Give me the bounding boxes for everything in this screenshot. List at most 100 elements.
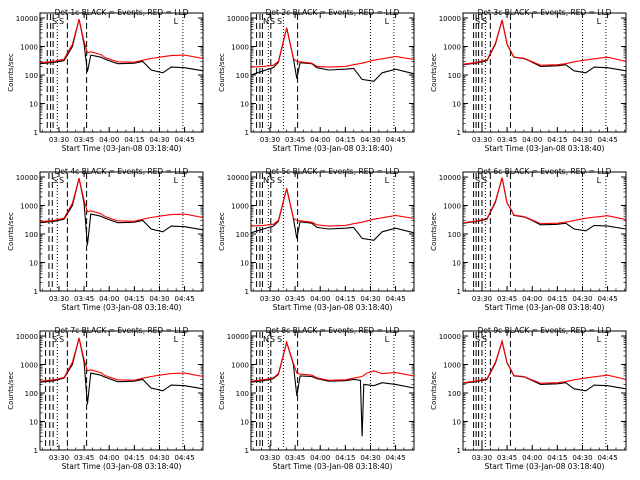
annotation-letter: S <box>59 335 64 344</box>
panel-4: 1 10 100 1000 10000 03:30 03:45 04:00 04:15 04:30… <box>7 167 204 312</box>
annotation-letter: S <box>475 17 480 26</box>
y-tick-label: 1 <box>245 447 249 455</box>
x-tick-label: 04:00 <box>522 136 542 144</box>
y-tick-label: 1000 <box>443 203 461 211</box>
annotation-letter: S <box>277 335 282 344</box>
y-axis-label: Counts/sec <box>430 371 438 410</box>
y-tick-label: 10 <box>29 101 38 109</box>
lld-series-line <box>39 337 204 382</box>
x-tick-label: 04:00 <box>99 454 119 462</box>
x-axis-label: Start Time (03-Jan-08 03:18:40) <box>62 303 182 312</box>
y-axis-label: Counts/sec <box>7 53 15 92</box>
x-tick-label: 03:30 <box>260 136 280 144</box>
y-tick-label: 10000 <box>16 174 38 182</box>
y-tick-label: 100 <box>25 72 38 80</box>
x-tick-label: 03:45 <box>497 454 517 462</box>
x-tick-label: 03:45 <box>497 295 517 303</box>
annotation-letter: S <box>475 176 480 185</box>
y-tick-label: 1000 <box>231 203 249 211</box>
annotation-letter: N <box>263 335 269 344</box>
y-tick-label: 10 <box>452 419 461 427</box>
x-tick-label: 04:30 <box>360 295 380 303</box>
y-tick-label: 100 <box>448 390 461 398</box>
x-tick-label: 03:45 <box>285 136 305 144</box>
plot-frame <box>39 171 204 292</box>
x-tick-label: 03:30 <box>472 136 492 144</box>
x-tick-label: 04:30 <box>572 136 592 144</box>
x-tick-label: 04:00 <box>310 136 330 144</box>
x-tick-label: 03:45 <box>74 295 94 303</box>
x-axis-label: Start Time (03-Jan-08 03:18:40) <box>485 303 605 312</box>
panel-1: 1 10 100 1000 10000 03:30 03:45 04:00 04:15 04:30… <box>7 8 204 153</box>
x-tick-label: 04:30 <box>572 295 592 303</box>
x-tick-label: 04:30 <box>149 295 169 303</box>
y-tick-label: 100 <box>25 390 38 398</box>
plot-title: Det 2c BLACK = Events, RED = LLD <box>266 8 400 17</box>
y-tick-label: 100 <box>236 72 249 80</box>
x-tick-label: 04:45 <box>597 295 617 303</box>
x-tick-label: 03:30 <box>49 454 69 462</box>
y-tick-label: 10000 <box>16 333 38 341</box>
y-tick-label: 10 <box>29 260 38 268</box>
y-tick-label: 1 <box>457 447 461 455</box>
y-axis-label: Counts/sec <box>218 371 226 410</box>
x-tick-label: 04:30 <box>360 136 380 144</box>
y-tick-label: 10000 <box>227 333 249 341</box>
x-tick-label: 04:45 <box>385 454 405 462</box>
y-axis-label: Counts/sec <box>218 212 226 251</box>
plot-frame <box>462 330 627 451</box>
y-axis-label: Counts/sec <box>430 53 438 92</box>
annotation-letter: L <box>174 17 179 26</box>
lld-series-line <box>462 177 627 225</box>
x-tick-label: 04:15 <box>547 295 567 303</box>
x-tick-label: 03:30 <box>260 454 280 462</box>
y-tick-label: 1000 <box>20 362 38 370</box>
x-tick-label: 04:45 <box>597 136 617 144</box>
annotation-letter: S <box>59 17 64 26</box>
y-tick-label: 1 <box>34 447 38 455</box>
y-tick-label: 1000 <box>443 44 461 52</box>
y-tick-label: 10000 <box>16 15 38 23</box>
y-tick-label: 100 <box>448 231 461 239</box>
lld-series-line <box>39 19 204 64</box>
plot-title: Det 5c BLACK = Events, RED = LLD <box>266 167 400 176</box>
y-tick-label: 1 <box>245 129 249 137</box>
x-tick-label: 04:15 <box>124 136 144 144</box>
annotation-letter: S <box>52 176 57 185</box>
plot-frame <box>250 12 415 133</box>
annotation-letter: L <box>597 176 602 185</box>
annotation-letter: S <box>59 176 64 185</box>
panel-3: 1 10 100 1000 10000 03:30 03:45 04:00 04:15 04:30… <box>430 8 627 153</box>
annotation-letter: N <box>263 176 269 185</box>
events-series-line <box>250 188 415 241</box>
x-axis-label: Start Time (03-Jan-08 03:18:40) <box>485 144 605 153</box>
y-axis-label: Counts/sec <box>7 212 15 251</box>
annotation-letter: L <box>385 17 390 26</box>
panel-7: 1 10 100 1000 10000 03:30 03:45 04:00 04:15 04:30… <box>7 326 204 471</box>
events-series-line <box>39 19 204 74</box>
x-tick-label: 04:45 <box>597 454 617 462</box>
y-tick-label: 10000 <box>227 174 249 182</box>
lld-series-line <box>462 339 627 384</box>
x-tick-label: 04:45 <box>174 454 194 462</box>
y-axis-label: Counts/sec <box>218 53 226 92</box>
y-tick-label: 1 <box>457 288 461 296</box>
lld-series-line <box>462 19 627 66</box>
x-tick-label: 04:15 <box>335 136 355 144</box>
x-axis-label: Start Time (03-Jan-08 03:18:40) <box>62 462 182 471</box>
y-tick-label: 10000 <box>439 15 461 23</box>
y-tick-label: 1000 <box>443 362 461 370</box>
x-tick-label: 04:00 <box>99 295 119 303</box>
events-series-line <box>462 177 627 232</box>
plot-frame <box>39 330 204 451</box>
annotation-letter: S <box>277 176 282 185</box>
x-axis-label: Start Time (03-Jan-08 03:18:40) <box>485 462 605 471</box>
annotation-letter: S <box>270 176 275 185</box>
x-tick-label: 03:30 <box>260 295 280 303</box>
x-tick-label: 03:30 <box>49 136 69 144</box>
y-axis-label: Counts/sec <box>7 371 15 410</box>
x-tick-label: 04:45 <box>174 295 194 303</box>
y-tick-label: 1000 <box>20 203 38 211</box>
y-tick-label: 100 <box>25 231 38 239</box>
